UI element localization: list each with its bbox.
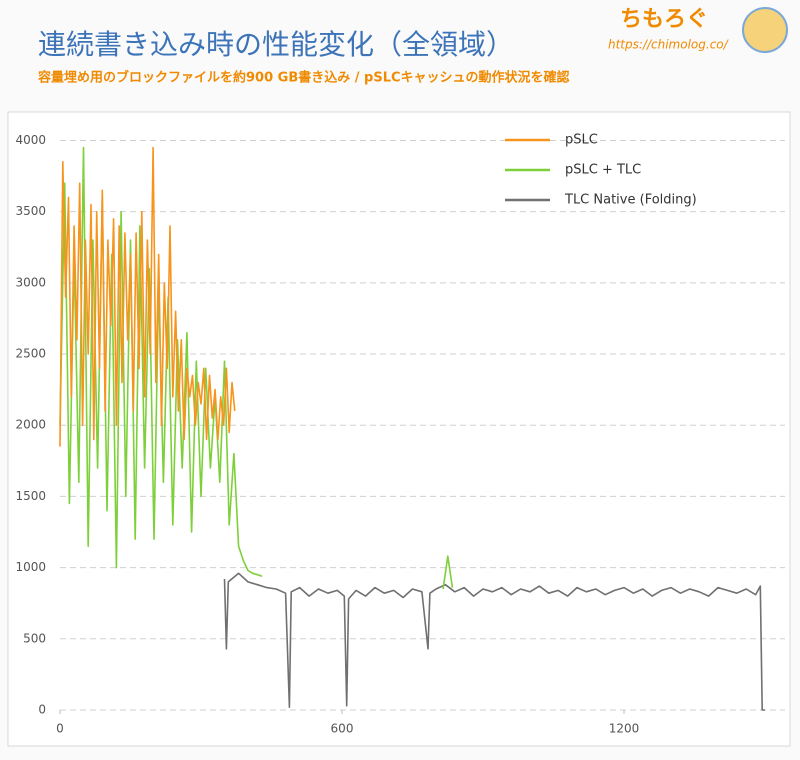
legend-label: TLC Native (Folding) (564, 193, 697, 208)
legend-label: pSLC (565, 133, 598, 148)
y-tick-label: 2500 (15, 347, 46, 361)
x-tick-label: 1200 (609, 722, 640, 736)
legend-label: pSLC + TLC (565, 163, 641, 178)
brand-avatar (742, 7, 788, 53)
brand-url: https://chimolog.co/ (608, 38, 730, 52)
y-tick-label: 3000 (15, 275, 46, 289)
y-tick-label: 1500 (15, 489, 46, 503)
plot-frame (7, 111, 791, 747)
series-line (223, 572, 765, 711)
y-tick-label: 1000 (15, 560, 46, 574)
brand-name: ちもろぐ (620, 7, 708, 32)
series-line (59, 146, 236, 447)
y-tick-label: 4000 (15, 133, 46, 147)
x-tick-label: 600 (331, 722, 354, 736)
chart-subtitle: 容量埋め用のブロックファイルを約900 GB書き込み / pSLCキャッシュの動… (37, 70, 570, 86)
y-tick-label: 500 (23, 631, 46, 645)
chart-title: 連続書き込み時の性能変化（全領域） (38, 28, 514, 61)
y-tick-label: 0 (38, 703, 46, 717)
x-tick-label: 0 (56, 722, 64, 736)
y-tick-label: 2000 (15, 418, 46, 432)
y-tick-label: 3500 (15, 204, 46, 218)
